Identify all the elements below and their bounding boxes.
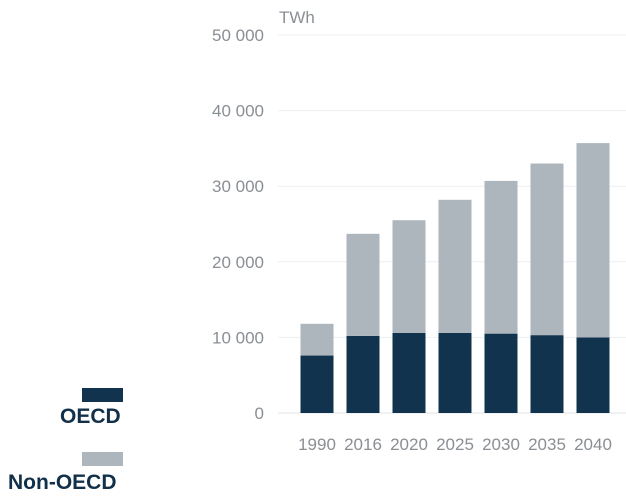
- x-tick-label: 2016: [344, 435, 382, 454]
- bar-non-oecd: [346, 233, 380, 336]
- bar-oecd: [576, 337, 610, 413]
- legend-label-oecd: OECD: [60, 405, 121, 428]
- bar-oecd: [438, 332, 472, 413]
- legend-label-non-oecd: Non-OECD: [8, 471, 117, 494]
- bar-non-oecd: [392, 220, 426, 333]
- bar-non-oecd: [300, 323, 334, 356]
- bar-oecd: [346, 335, 380, 413]
- legend-swatch-non-oecd: [82, 452, 123, 466]
- x-tick-label: 2025: [436, 435, 474, 454]
- x-tick-label: 1990: [298, 435, 336, 454]
- bar-oecd: [484, 333, 518, 413]
- y-axis-unit: TWh: [279, 8, 315, 27]
- y-axis-ticks: 0 10 000 20 000 30 000 40 000 50 000: [212, 26, 264, 423]
- bar-oecd: [300, 355, 334, 413]
- x-axis-ticks: 1990 2016 2020 2025 2030 2035 2040: [298, 435, 612, 454]
- y-tick-label: 40 000: [212, 102, 264, 121]
- y-tick-label: 0: [255, 404, 264, 423]
- bar-non-oecd: [484, 180, 518, 334]
- bar-non-oecd: [530, 163, 564, 336]
- x-tick-label: 2035: [528, 435, 566, 454]
- y-tick-label: 50 000: [212, 26, 264, 45]
- y-tick-label: 30 000: [212, 177, 264, 196]
- x-tick-label: 2020: [390, 435, 428, 454]
- x-tick-label: 2040: [574, 435, 612, 454]
- legend-swatch-oecd: [82, 388, 123, 402]
- bar-oecd: [530, 335, 564, 413]
- y-tick-label: 10 000: [212, 328, 264, 347]
- bars: [300, 143, 610, 413]
- bar-non-oecd: [576, 143, 610, 338]
- bar-non-oecd: [438, 199, 472, 333]
- bar-oecd: [392, 332, 426, 413]
- x-tick-label: 2030: [482, 435, 520, 454]
- y-tick-label: 20 000: [212, 253, 264, 272]
